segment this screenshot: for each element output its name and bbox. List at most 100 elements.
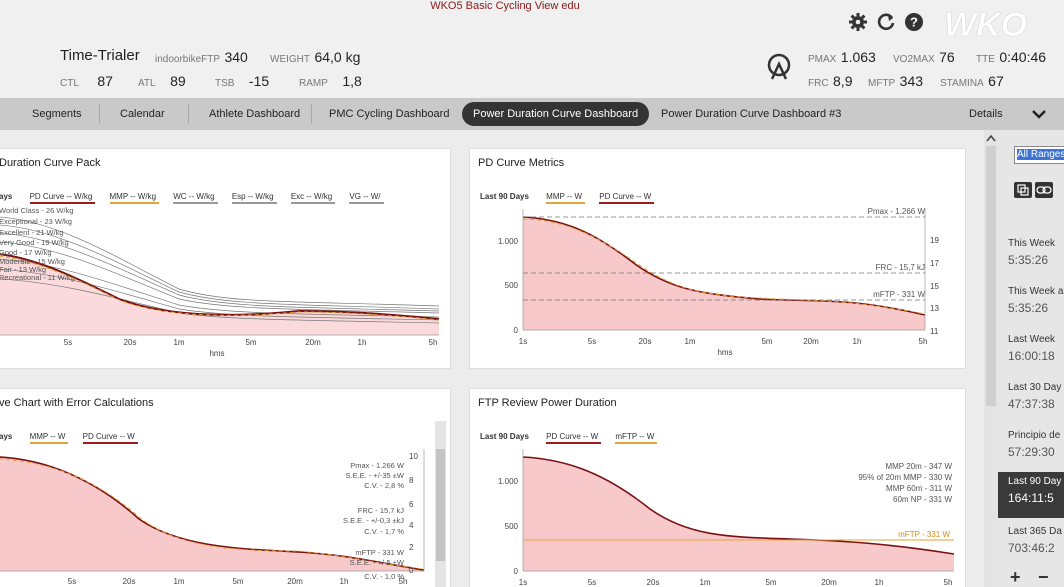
stamina-value: 67 bbox=[988, 73, 1004, 89]
legend-pd-curve[interactable]: PD Curve -- W/kg bbox=[29, 192, 96, 204]
range-last-30-days[interactable]: Last 30 Day 47:37:38 bbox=[998, 378, 1064, 424]
tte-stat: TTE 0:40:46 bbox=[976, 49, 1046, 67]
legend-pd-curve[interactable]: PD Curve -- W bbox=[599, 192, 655, 204]
gear-icon[interactable] bbox=[848, 12, 868, 32]
legend-range[interactable]: ays bbox=[0, 432, 13, 441]
stat-annotation: S.E.E. - +/-35 ±W bbox=[345, 471, 404, 480]
panel-scrollbar[interactable] bbox=[435, 421, 446, 587]
range-value: 16:00:18 bbox=[1008, 349, 1055, 363]
x-tick-label: 20s bbox=[639, 337, 652, 346]
legend-exc[interactable]: Exc -- W/kg bbox=[290, 192, 336, 204]
weight-stat: WEIGHT 64,0 kg bbox=[270, 49, 360, 67]
x-tick-label: 20m bbox=[305, 338, 321, 347]
level-annotation: World Class - 26 W/kg bbox=[0, 206, 73, 215]
main-scrollbar[interactable] bbox=[984, 130, 998, 587]
x-tick-label: 20m bbox=[821, 578, 837, 587]
legend-mmp[interactable]: MMP -- W bbox=[546, 192, 585, 204]
scrollbar-thumb[interactable] bbox=[986, 146, 996, 406]
scroll-up-icon[interactable] bbox=[986, 134, 996, 142]
scrollbar-thumb[interactable] bbox=[436, 449, 445, 561]
x-tick-label: 5h bbox=[919, 337, 928, 346]
all-ranges-button[interactable]: All Ranges bbox=[1014, 146, 1064, 164]
ref-line-label: FRC - 15,7 kJ bbox=[876, 263, 925, 272]
x-tick-label: 5h bbox=[429, 338, 438, 347]
tab-power-duration-curve-dashboard-3[interactable]: Power Duration Curve Dashboard #3 bbox=[661, 108, 842, 120]
stamina-stat: STAMINA 67 bbox=[940, 73, 1004, 91]
pd-curve-metrics-panel: PD Curve Metrics Last 90 Days MMP -- W P… bbox=[469, 148, 966, 369]
vo2max-label: VO2MAX bbox=[893, 54, 935, 65]
mftp-line-label: mFTP - 331 W bbox=[898, 530, 950, 539]
ctl-label: CTL bbox=[60, 78, 79, 89]
tte-label: TTE bbox=[976, 54, 995, 65]
legend-pd-curve[interactable]: PD Curve -- W bbox=[82, 432, 138, 444]
legend-vg[interactable]: VG -- W/ bbox=[349, 192, 384, 204]
legend-pd-curve[interactable]: PD Curve -- W bbox=[546, 432, 602, 444]
ref-line-label: mFTP - 331 W bbox=[873, 290, 925, 299]
tab-segments[interactable]: Segments bbox=[32, 108, 82, 120]
level-annotation: Exceptional - 23 W/kg bbox=[0, 217, 72, 226]
tab-power-duration-curve-dashboard[interactable]: Power Duration Curve Dashboard bbox=[462, 102, 650, 126]
x-tick-label: 1h bbox=[340, 577, 349, 586]
mftp-label: MFTP bbox=[868, 78, 896, 89]
range-label: Last 30 Day bbox=[1008, 382, 1062, 393]
help-icon[interactable]: ? bbox=[904, 12, 924, 32]
legend-range[interactable]: Last 90 Days bbox=[480, 192, 529, 201]
ramp-label: RAMP bbox=[299, 78, 328, 89]
range-last-365-days[interactable]: Last 365 Da 703:46:2 bbox=[998, 522, 1064, 568]
x-tick-label: 5s bbox=[588, 337, 596, 346]
x-tick-label: 1m bbox=[173, 338, 184, 347]
chart-legend: Last 90 Days MMP -- W PD Curve -- W bbox=[480, 192, 666, 204]
legend-range[interactable]: Last 90 Days bbox=[480, 432, 529, 441]
refresh-icon[interactable] bbox=[876, 12, 896, 32]
ftp-label: indoorbikeFTP bbox=[155, 54, 221, 65]
stat-annotation: MMP 60m - 311 W bbox=[886, 484, 952, 493]
copy-icon[interactable] bbox=[1014, 182, 1032, 198]
x-tick-label: 20m bbox=[803, 337, 819, 346]
legend-wc[interactable]: WC -- W/kg bbox=[173, 192, 218, 204]
chart-legend: ays MMP -- W PD Curve -- W bbox=[0, 432, 150, 444]
range-last-week[interactable]: Last Week 16:00:18 bbox=[998, 330, 1064, 376]
range-label: Last 365 Da bbox=[1008, 526, 1062, 537]
stat-annotation: S.E.E. - +/-5 ±W bbox=[350, 558, 405, 567]
svg-text:?: ? bbox=[910, 15, 918, 30]
details-button[interactable]: Details bbox=[969, 108, 1003, 120]
x-tick-label: 1h bbox=[875, 578, 884, 587]
chart-legend: Last 90 Days PD Curve -- W mFTP -- W bbox=[480, 432, 669, 444]
range-principio[interactable]: Principio de 57:29:30 bbox=[998, 426, 1064, 472]
range-last-90-days[interactable]: Last 90 Day 164:11:5 bbox=[998, 472, 1064, 518]
tab-athlete-dashboard[interactable]: Athlete Dashboard bbox=[209, 108, 301, 120]
panel-title: PD Curve Metrics bbox=[478, 157, 565, 169]
tsb-label: TSB bbox=[215, 78, 235, 89]
pmax-value: 1.063 bbox=[840, 49, 876, 65]
range-value: 703:46:2 bbox=[1008, 541, 1055, 555]
tab-calendar[interactable]: Calendar bbox=[120, 108, 165, 120]
pd-metrics-chart: Pmax - 1.266 W FRC - 15,7 kJ mFTP - 331 … bbox=[498, 207, 939, 357]
legend-mftp[interactable]: mFTP -- W bbox=[615, 432, 658, 444]
x-tick-label: 5s bbox=[68, 577, 76, 586]
legend-mmp[interactable]: MMP -- W/kg bbox=[109, 192, 160, 204]
frc-label: FRC bbox=[808, 78, 829, 89]
chevron-down-icon[interactable] bbox=[1031, 107, 1047, 121]
range-value: 47:37:38 bbox=[1008, 397, 1055, 411]
range-this-week[interactable]: This Week 5:35:26 bbox=[998, 234, 1064, 280]
legend-mmp[interactable]: MMP -- W bbox=[29, 432, 69, 444]
y2-tick-label: 2 bbox=[409, 543, 414, 552]
tsb-stat: TSB -15 bbox=[215, 73, 269, 91]
y2-tick-label: 4 bbox=[409, 521, 414, 530]
tab-pmc-cycling-dashboard[interactable]: PMC Cycling Dashboard bbox=[329, 108, 450, 120]
range-this-week-a[interactable]: This Week a 5:35:26 bbox=[998, 282, 1064, 328]
legend-range[interactable]: ays bbox=[0, 192, 13, 201]
stat-annotation: C.V. - 1,0 % bbox=[364, 572, 404, 581]
frc-stat: FRC 8,9 bbox=[808, 73, 852, 91]
legend-esp[interactable]: Esp -- W/kg bbox=[231, 192, 277, 204]
remove-range-icon[interactable]: − bbox=[1038, 567, 1049, 587]
link-icon[interactable] bbox=[1035, 182, 1053, 198]
pmax-stat: PMAX 1.063 bbox=[808, 49, 876, 67]
range-value: 57:29:30 bbox=[1008, 445, 1055, 459]
y-tick-label: 1.000 bbox=[498, 237, 519, 246]
svg-text:WKO: WKO bbox=[944, 6, 1027, 40]
athlete-name[interactable]: Time-Trialer bbox=[60, 47, 140, 64]
y-tick-label: 500 bbox=[505, 281, 519, 290]
add-range-icon[interactable]: + bbox=[1010, 567, 1021, 587]
